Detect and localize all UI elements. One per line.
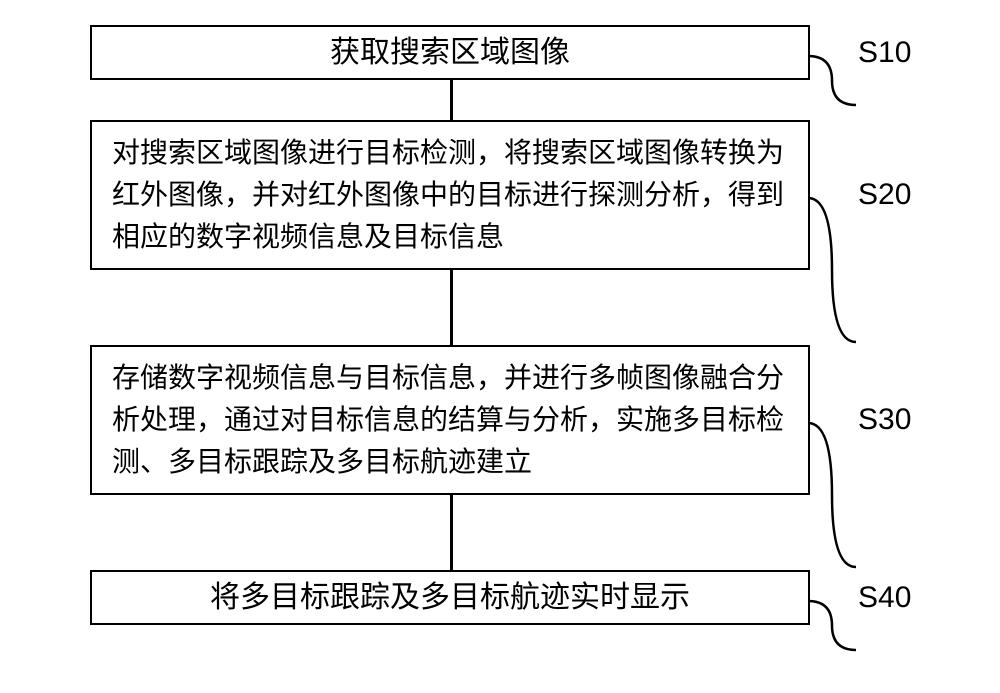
step-label-s10: S10 — [858, 36, 911, 70]
step-s10: 获取搜索区域图像 S10 — [90, 25, 1000, 80]
curve-icon — [808, 53, 856, 108]
step-label-s30: S30 — [858, 403, 911, 437]
step-box-s20: 对搜索区域图像进行目标检测，将搜索区域图像转换为红外图像，并对红外图像中的目标进… — [90, 120, 810, 270]
connector-s30-s40 — [450, 495, 453, 570]
curve-icon — [808, 195, 856, 345]
step-box-s30: 存储数字视频信息与目标信息，并进行多帧图像融合分析处理，通过对目标信息的结算与分… — [90, 345, 810, 495]
flowchart-container: 获取搜索区域图像 S10 对搜索区域图像进行目标检测，将搜索区域图像转换为红外图… — [0, 25, 1000, 693]
step-s20: 对搜索区域图像进行目标检测，将搜索区域图像转换为红外图像，并对红外图像中的目标进… — [90, 120, 1000, 270]
step-text-s30: 存储数字视频信息与目标信息，并进行多帧图像融合分析处理，通过对目标信息的结算与分… — [112, 357, 788, 483]
step-box-s40: 将多目标跟踪及多目标航迹实时显示 — [90, 570, 810, 625]
connector-s10-s20 — [450, 80, 453, 120]
step-s40: 将多目标跟踪及多目标航迹实时显示 S40 — [90, 570, 1000, 625]
curve-icon — [808, 598, 856, 653]
connector-s20-s30 — [450, 270, 453, 345]
curve-icon — [808, 420, 856, 570]
step-box-s10: 获取搜索区域图像 — [90, 25, 810, 80]
step-text-s20: 对搜索区域图像进行目标检测，将搜索区域图像转换为红外图像，并对红外图像中的目标进… — [112, 132, 788, 258]
step-label-s20: S20 — [858, 178, 911, 212]
step-text-s10: 获取搜索区域图像 — [330, 30, 570, 75]
step-text-s40: 将多目标跟踪及多目标航迹实时显示 — [210, 575, 690, 620]
step-s30: 存储数字视频信息与目标信息，并进行多帧图像融合分析处理，通过对目标信息的结算与分… — [90, 345, 1000, 495]
step-label-s40: S40 — [858, 581, 911, 615]
